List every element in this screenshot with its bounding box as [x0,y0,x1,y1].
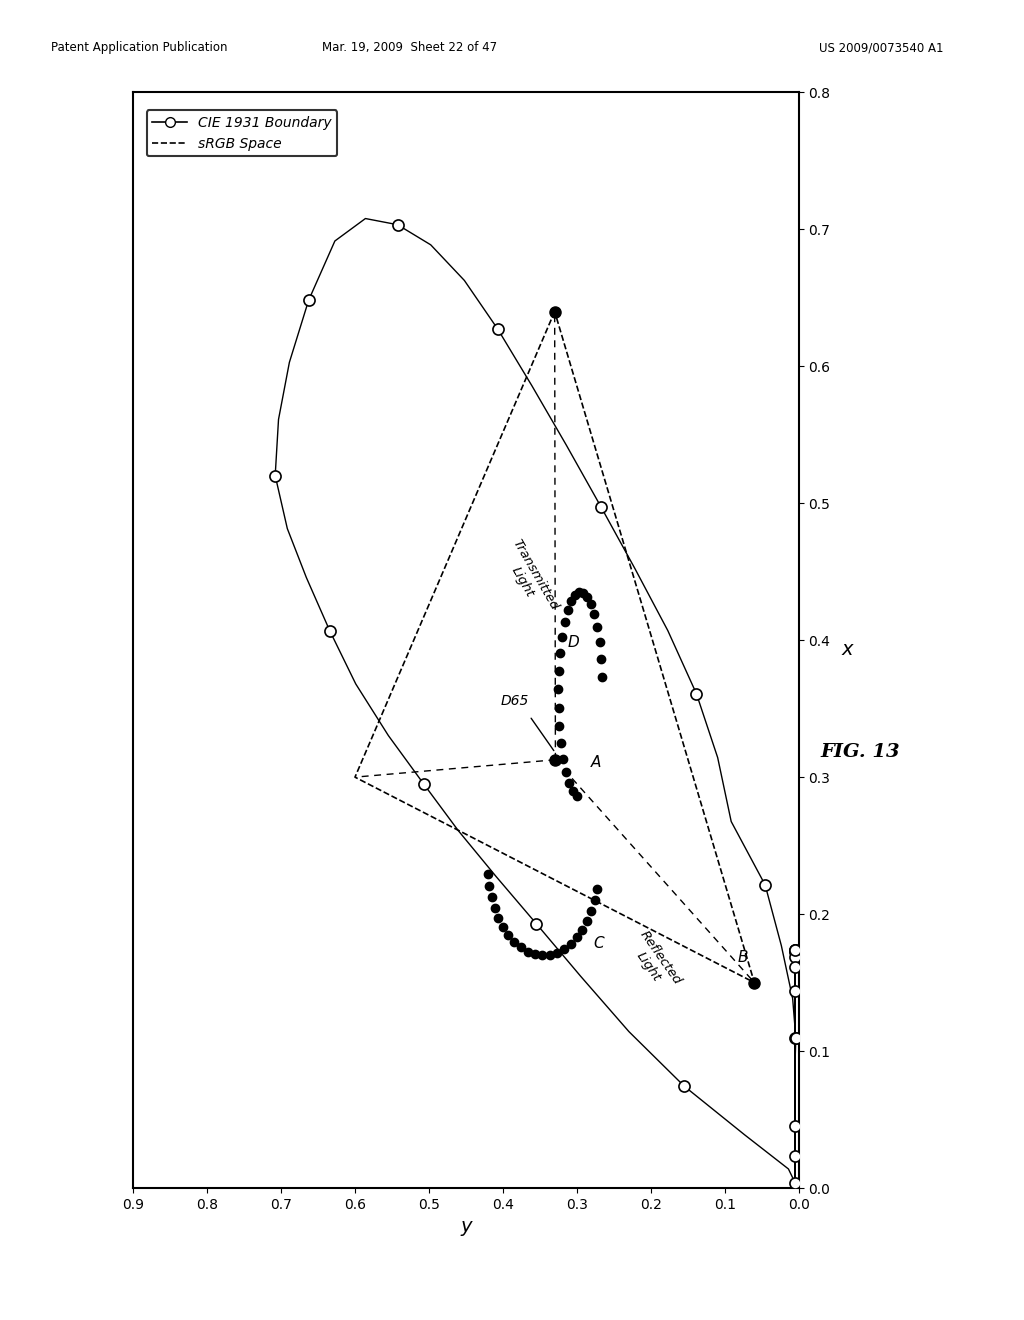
Text: D65: D65 [501,694,529,708]
Y-axis label: x: x [842,640,853,659]
Text: A: A [591,755,601,770]
Text: Transmitted
Light: Transmitted Light [497,537,561,620]
Text: US 2009/0073540 A1: US 2009/0073540 A1 [819,41,944,54]
Text: FIG. 13: FIG. 13 [820,743,900,762]
Text: B: B [738,950,749,965]
Text: Reflected
Light: Reflected Light [625,928,684,995]
Text: D: D [567,635,579,649]
Text: C: C [594,936,604,952]
Text: Patent Application Publication: Patent Application Publication [51,41,227,54]
X-axis label: y: y [460,1217,472,1237]
Text: Mar. 19, 2009  Sheet 22 of 47: Mar. 19, 2009 Sheet 22 of 47 [322,41,498,54]
Legend: CIE 1931 Boundary, sRGB Space: CIE 1931 Boundary, sRGB Space [146,111,337,156]
